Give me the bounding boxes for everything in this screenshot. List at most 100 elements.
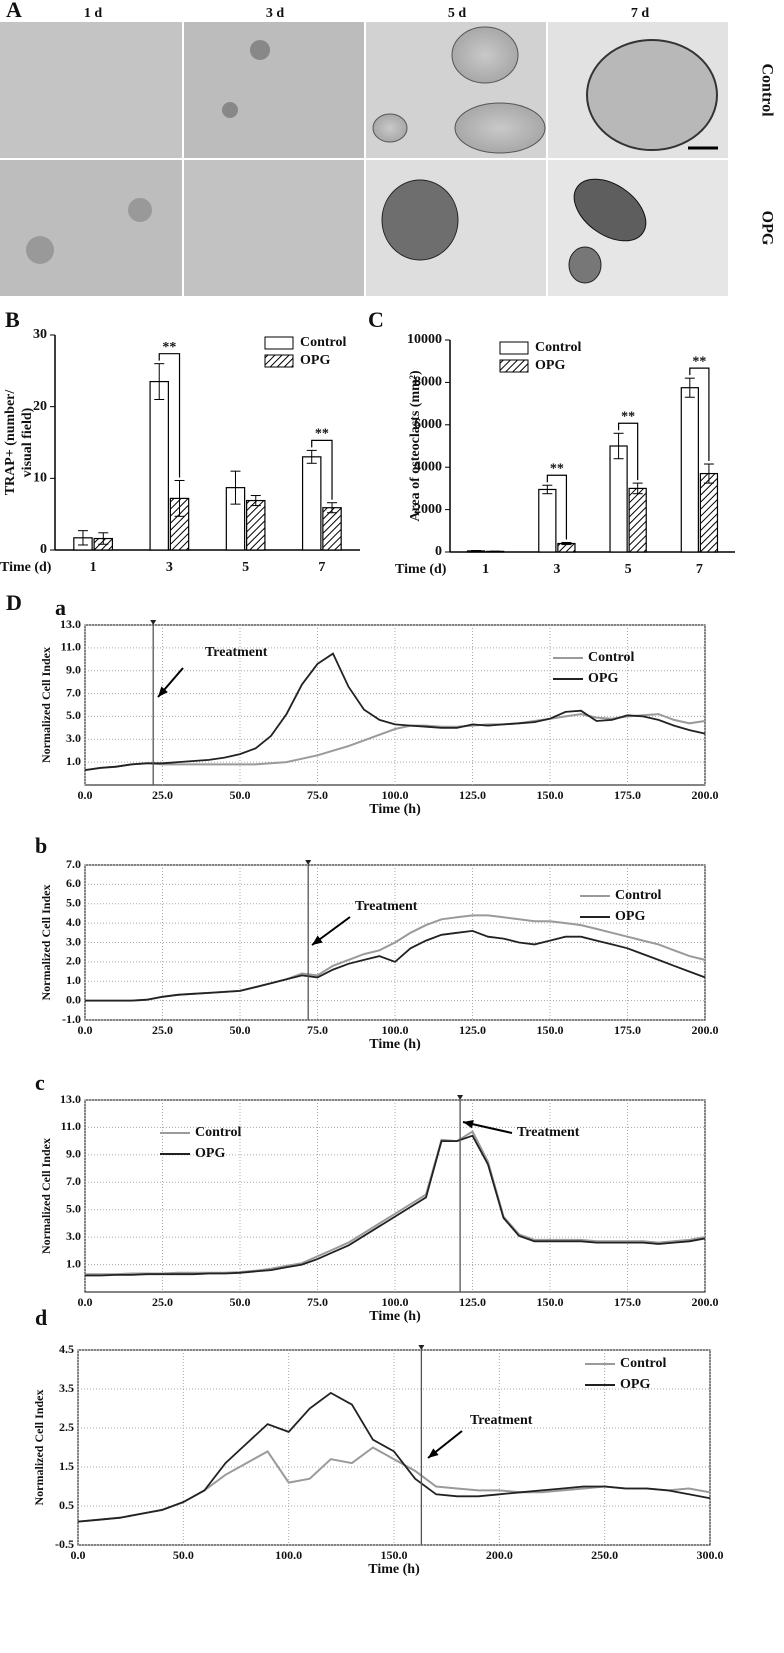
series-line xyxy=(85,1134,706,1277)
legend-swatch xyxy=(264,354,294,368)
error-bar xyxy=(561,541,572,546)
x-tick-label: 175.0 xyxy=(614,788,641,802)
significance-label: ** xyxy=(621,409,635,424)
y-tick-label: 30 xyxy=(33,327,47,342)
series-line xyxy=(77,1446,711,1523)
legend-label: OPG xyxy=(195,1146,225,1161)
micrographs xyxy=(0,22,728,296)
treatment-marker xyxy=(150,620,157,625)
x-tick-label: 50.0 xyxy=(230,1295,251,1309)
y-tick-label: 4000 xyxy=(414,459,442,474)
arrow-head xyxy=(428,1448,439,1458)
x-tick-label: 150.0 xyxy=(537,1023,564,1037)
y-tick-label: 3.0 xyxy=(66,1229,81,1243)
significance-bracket xyxy=(546,474,568,540)
x-tick-label: 200.0 xyxy=(692,1023,719,1037)
legend-label: OPG xyxy=(300,353,330,368)
bar xyxy=(538,488,557,553)
y-tick-label: 7.0 xyxy=(66,1174,81,1188)
legend-label: OPG xyxy=(615,909,645,924)
legend-label: Control xyxy=(535,340,582,355)
y-tick-label: 11.0 xyxy=(61,1119,81,1133)
bar xyxy=(322,507,342,551)
treatment-marker xyxy=(305,860,312,865)
y-tick-label: 7.0 xyxy=(66,685,81,699)
x-tick-label: 125.0 xyxy=(459,788,486,802)
y-tick-label: 10 xyxy=(33,471,47,486)
x-tick-label: 175.0 xyxy=(614,1295,641,1309)
y-tick-label: 7.0 xyxy=(66,857,81,871)
series-line xyxy=(84,713,706,772)
significance-bracket xyxy=(617,422,639,481)
significance-label: ** xyxy=(550,461,564,476)
annotation: Treatment xyxy=(517,1125,580,1140)
y-tick-label: 0.0 xyxy=(66,992,81,1006)
legend-label: OPG xyxy=(620,1377,650,1392)
y-tick-label: 5.0 xyxy=(66,896,81,910)
error-bar xyxy=(230,470,241,505)
legend-swatch xyxy=(264,336,294,350)
error-bar xyxy=(613,432,624,460)
error-bar xyxy=(703,463,714,484)
x-tick-label: 5 xyxy=(625,562,632,577)
y-tick-label: 20 xyxy=(33,399,47,414)
panel-letter: D xyxy=(6,590,22,615)
legend-label: Control xyxy=(615,888,662,903)
y-tick-label: 0 xyxy=(435,544,442,559)
row-label: Control xyxy=(758,63,775,117)
row-label: OPG xyxy=(758,211,775,246)
y-tick-label: 9.0 xyxy=(66,1147,81,1161)
x-axis-title: Time (h) xyxy=(369,1309,421,1324)
y-tick-label: 4.5 xyxy=(59,1342,74,1356)
panel-letter: B xyxy=(5,307,20,332)
x-tick-label: 150.0 xyxy=(381,1548,408,1562)
x-tick-label: 75.0 xyxy=(307,1295,328,1309)
x-tick-label: 100.0 xyxy=(275,1548,302,1562)
y-tick-label: 4.0 xyxy=(66,915,81,929)
significance-label: ** xyxy=(315,427,329,442)
column-label: 1 d xyxy=(84,6,103,21)
panel-letter: a xyxy=(55,595,66,620)
y-tick-label: 0.5 xyxy=(59,1498,74,1512)
treatment-marker xyxy=(457,1095,464,1100)
annotation: Treatment xyxy=(470,1413,533,1428)
y-tick-label: 3.0 xyxy=(66,731,81,745)
panel-letter: A xyxy=(6,0,22,22)
bar xyxy=(628,487,647,553)
y-tick-label: 2.5 xyxy=(59,1420,74,1434)
legend-label: OPG xyxy=(588,671,618,686)
y-tick-label: 3.5 xyxy=(59,1381,74,1395)
y-tick-label: 6.0 xyxy=(66,876,81,890)
x-tick-label: 250.0 xyxy=(591,1548,618,1562)
error-bar xyxy=(542,484,553,495)
x-tick-label: 75.0 xyxy=(307,788,328,802)
error-bar xyxy=(250,495,261,507)
bar xyxy=(149,380,169,551)
y-tick-label: 9.0 xyxy=(66,662,81,676)
y-tick-label: 1.0 xyxy=(66,973,81,987)
arrow-head xyxy=(312,935,323,945)
y-tick-label: 13.0 xyxy=(60,617,81,631)
x-tick-label: 50.0 xyxy=(173,1548,194,1562)
x-tick-label: 0.0 xyxy=(71,1548,86,1562)
legend-swatch xyxy=(499,359,529,373)
arrow-head xyxy=(463,1120,474,1129)
x-tick-label: 125.0 xyxy=(459,1023,486,1037)
x-axis-title: Time (d) xyxy=(395,562,447,577)
x-tick-label: 0.0 xyxy=(78,788,93,802)
y-tick-label: 2000 xyxy=(414,502,442,517)
y-tick-label: 10000 xyxy=(407,332,442,347)
y-axis-title: Normalized Cell Index xyxy=(39,647,53,763)
bar xyxy=(301,456,322,551)
x-tick-label: 3 xyxy=(166,560,173,575)
x-tick-label: 200.0 xyxy=(692,1295,719,1309)
x-tick-label: 3 xyxy=(553,562,560,577)
treatment-marker xyxy=(418,1345,425,1350)
y-tick-label: -0.5 xyxy=(55,1537,74,1551)
bar xyxy=(609,445,628,553)
x-tick-label: 1 xyxy=(482,562,489,577)
y-axis-title: Normalized Cell Index xyxy=(39,885,53,1001)
y-axis-title: Area of osteoclasts (mm²) xyxy=(408,370,423,522)
x-tick-label: 150.0 xyxy=(537,788,564,802)
